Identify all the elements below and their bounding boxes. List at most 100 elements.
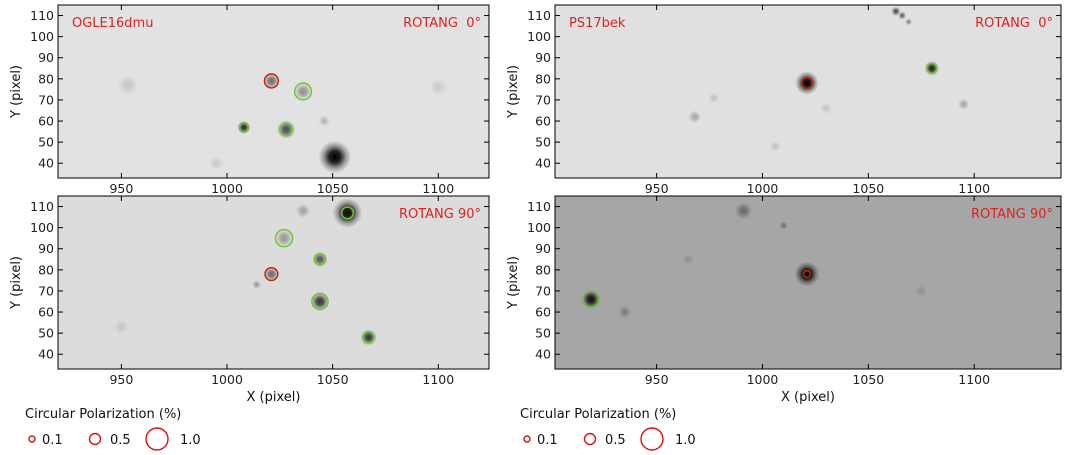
legend-value-label: 1.0 xyxy=(675,433,696,448)
star-source xyxy=(252,280,262,290)
polarization-circle xyxy=(800,77,813,90)
star-source xyxy=(310,292,330,311)
x-tick-label: 950 xyxy=(109,372,133,387)
x-tick-label: 950 xyxy=(645,372,669,387)
star-source xyxy=(898,11,907,20)
x-tick-label: 1000 xyxy=(211,181,243,196)
legend-left: Circular Polarization (%) 0.1 0.5 1.0 xyxy=(25,407,201,451)
y-tick-label: 40 xyxy=(38,156,54,171)
y-tick-label: 60 xyxy=(535,305,551,320)
x-tick-label: 1100 xyxy=(958,181,990,196)
y-tick-label: 40 xyxy=(535,156,551,171)
star-source xyxy=(318,115,331,127)
polarization-circle xyxy=(362,331,375,344)
star-source xyxy=(707,91,720,104)
star-source xyxy=(905,18,913,26)
legend-title: Circular Polarization (%) xyxy=(520,407,676,422)
star-source xyxy=(113,319,129,335)
rotation-angle-label: ROTANG 90° xyxy=(399,207,481,222)
legend-circle xyxy=(145,427,169,451)
y-tick-label: 80 xyxy=(38,71,54,86)
legend-right: Circular Polarization (%) 0.1 0.5 1.0 xyxy=(520,407,696,451)
y-tick-label: 80 xyxy=(535,262,551,277)
polarization-circle xyxy=(238,121,250,133)
y-tick-label: 110 xyxy=(527,8,551,23)
legend-circle xyxy=(88,432,102,446)
axes-frame xyxy=(554,4,1062,179)
rotation-angle-label: ROTANG 0° xyxy=(403,16,481,31)
star-source xyxy=(915,285,928,297)
polarization-circle xyxy=(311,292,329,311)
legend-title: Circular Polarization (%) xyxy=(25,407,181,422)
x-tick-label: 1000 xyxy=(211,372,243,387)
x-tick-label: 950 xyxy=(109,181,133,196)
y-tick-label: 60 xyxy=(535,114,551,129)
star-source xyxy=(263,72,280,90)
y-tick-label: 110 xyxy=(30,8,54,23)
y-axis-label: Y (pixel) xyxy=(506,256,521,310)
y-tick-label: 60 xyxy=(38,305,54,320)
y-tick-label: 60 xyxy=(38,114,54,129)
polarization-circle xyxy=(340,206,354,220)
rotation-angle-label: ROTANG 90° xyxy=(971,207,1053,222)
panel-ps-bottom: 950 1000 1050 1100 40 50 60 70 80 90 100 110 Y (pixe… xyxy=(506,195,1062,405)
legend-value-label: 0.1 xyxy=(42,433,63,448)
y-tick-label: 110 xyxy=(527,199,551,214)
legend-value-label: 1.0 xyxy=(180,433,201,448)
y-tick-label: 110 xyxy=(30,199,54,214)
star-source xyxy=(779,221,789,230)
x-tick-label: 1050 xyxy=(852,181,884,196)
y-axis-label: Y (pixel) xyxy=(9,65,24,119)
polarization-circle xyxy=(274,228,294,248)
y-tick-label: 70 xyxy=(38,283,54,298)
x-tick-label: 1000 xyxy=(747,372,779,387)
star-source xyxy=(275,229,293,248)
legend-circle xyxy=(523,435,531,443)
star-source xyxy=(795,71,819,95)
y-tick-label: 80 xyxy=(38,262,54,277)
star-source xyxy=(581,289,601,309)
y-axis-label: Y (pixel) xyxy=(9,256,24,310)
y-tick-label: 50 xyxy=(535,135,551,150)
star-source xyxy=(332,198,363,228)
star-source xyxy=(295,203,311,219)
star-source xyxy=(618,305,632,319)
legend-value-label: 0.5 xyxy=(605,433,626,448)
x-tick-label: 1100 xyxy=(422,181,454,196)
x-tick-label: 1050 xyxy=(852,372,884,387)
x-tick-label: 1050 xyxy=(317,181,349,196)
x-axis-label: X (pixel) xyxy=(781,390,835,405)
rotation-angle-label: ROTANG 0° xyxy=(975,16,1053,31)
y-tick-label: 50 xyxy=(38,135,54,150)
star-source xyxy=(263,266,280,282)
y-tick-label: 90 xyxy=(38,241,54,256)
x-tick-label: 1100 xyxy=(422,372,454,387)
y-tick-label: 50 xyxy=(38,326,54,341)
star-source xyxy=(294,82,312,101)
target-name-label: OGLE16dmu xyxy=(72,16,153,31)
target-name-label: PS17bek xyxy=(569,16,626,31)
star-source xyxy=(688,110,702,124)
y-tick-label: 100 xyxy=(30,220,54,235)
y-tick-label: 80 xyxy=(535,71,551,86)
x-tick-label: 950 xyxy=(645,181,669,196)
polarization-circle xyxy=(264,266,279,282)
polarization-circle xyxy=(582,290,600,309)
legend-circle xyxy=(640,427,664,451)
x-tick-label: 1100 xyxy=(958,372,990,387)
star-source xyxy=(209,155,224,171)
star-source xyxy=(682,253,695,266)
legend-circle xyxy=(28,435,36,443)
y-tick-label: 70 xyxy=(535,92,551,107)
star-source xyxy=(891,6,901,17)
y-axis-label: Y (pixel) xyxy=(506,65,521,119)
polarization-circle xyxy=(279,122,294,137)
star-source xyxy=(429,78,448,97)
polarization-circle xyxy=(293,82,313,101)
x-tick-label: 1050 xyxy=(317,372,349,387)
panel-ps-top: 950 1000 1050 1100 40 50 60 70 80 90 100 110 Y (pixe… xyxy=(506,4,1062,196)
y-tick-label: 40 xyxy=(535,347,551,362)
star-source xyxy=(117,74,139,96)
y-tick-label: 40 xyxy=(38,347,54,362)
y-tick-label: 100 xyxy=(527,220,551,235)
